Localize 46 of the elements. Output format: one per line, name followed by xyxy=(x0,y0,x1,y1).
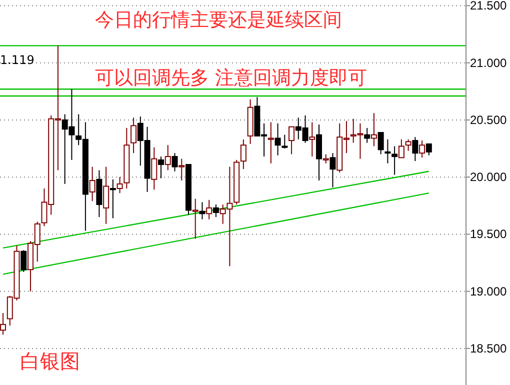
y-tick-label: 19.500 xyxy=(470,227,508,242)
candlestick xyxy=(274,122,281,156)
candlestick xyxy=(419,140,426,158)
candlestick xyxy=(316,124,322,182)
candlestick xyxy=(330,152,336,188)
candlestick xyxy=(164,144,171,171)
candlestick xyxy=(89,166,96,202)
candlestick xyxy=(426,143,432,156)
candlestick xyxy=(378,132,384,155)
candlestick xyxy=(192,198,198,240)
y-tick-label: 21.500 xyxy=(470,0,508,13)
candlestick xyxy=(116,176,123,194)
candlestick xyxy=(268,122,274,164)
y-tick-label: 19.000 xyxy=(470,284,508,298)
candlestick xyxy=(172,152,178,172)
y-tick-label: 20.000 xyxy=(470,170,508,184)
y-tick-label: 18.500 xyxy=(470,341,508,356)
candlestick xyxy=(206,199,212,220)
candlestick xyxy=(20,250,27,272)
candlestick xyxy=(405,138,412,152)
candlestick xyxy=(322,154,329,164)
candlestick xyxy=(370,112,377,147)
candlestick xyxy=(309,122,316,158)
candlestick xyxy=(392,146,398,176)
annotation: 今日的行情主要还是延续区间 xyxy=(95,9,342,31)
candlestick xyxy=(199,202,206,220)
candlestick xyxy=(288,126,295,155)
candlestick xyxy=(158,156,164,179)
annotation: 可以回调先多 注意回调力度即可 xyxy=(95,67,368,89)
y-tick-label: 21.000 xyxy=(470,56,508,70)
candlestick xyxy=(240,138,246,170)
candlestick xyxy=(384,138,391,164)
candlestick xyxy=(103,166,110,224)
candlestick xyxy=(364,127,370,144)
candlestick xyxy=(110,178,116,219)
candlestick xyxy=(151,146,158,190)
candlestick xyxy=(212,204,219,218)
candlestick xyxy=(178,158,185,182)
candlestick xyxy=(398,138,404,158)
y-tick-label: 20.500 xyxy=(470,112,508,127)
annotation: 1.119 xyxy=(0,53,34,67)
candlestick xyxy=(282,134,288,150)
candlestick xyxy=(412,136,418,162)
candlestick xyxy=(130,117,137,154)
annotation: 白银图 xyxy=(20,349,80,373)
candlestick xyxy=(0,312,6,336)
